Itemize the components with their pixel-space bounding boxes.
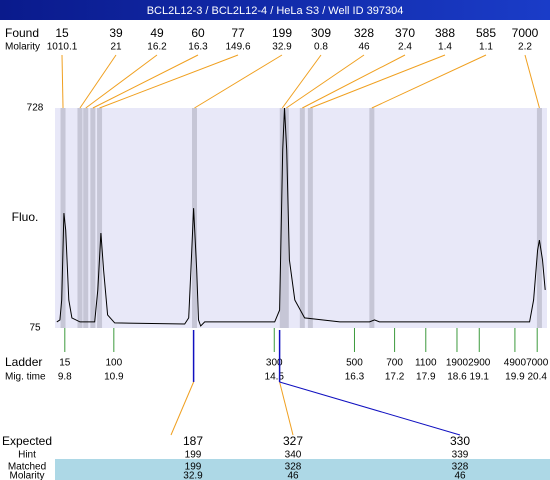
y-tick-label: 75 — [29, 323, 41, 334]
ladder-time: 20.4 — [527, 372, 547, 383]
found-molarity: 32.9 — [272, 42, 292, 53]
expected-connector — [279, 381, 461, 436]
matched-band — [55, 459, 550, 480]
time-label: Mig. time — [5, 372, 46, 383]
found-molarity: 46 — [358, 42, 370, 53]
peak-connector — [310, 54, 446, 109]
found-size: 49 — [150, 26, 164, 40]
found-size: 328 — [354, 26, 374, 40]
found-size: 370 — [395, 26, 415, 40]
row-value: 340 — [285, 450, 302, 461]
peak-band — [60, 108, 66, 328]
peak-connector — [194, 54, 283, 109]
peak-band — [97, 108, 103, 328]
trace — [56, 107, 546, 327]
row-label: Expected — [2, 434, 52, 448]
peak-connector — [85, 54, 158, 109]
peak-band — [283, 108, 289, 328]
found-size: 585 — [476, 26, 496, 40]
y-tick-label: 728 — [27, 103, 44, 114]
row-value: 32.9 — [183, 471, 203, 480]
found-molarity: 149.6 — [225, 42, 250, 53]
ladder-size: 7000 — [526, 358, 549, 369]
found-size: 15 — [55, 26, 69, 40]
molarity-label: Molarity — [5, 42, 40, 53]
found-molarity: 16.2 — [147, 42, 167, 53]
ladder-time: 19.1 — [470, 372, 490, 383]
row-value: 328 — [285, 462, 302, 473]
ladder-label: Ladder — [5, 355, 42, 369]
ladder-size: 4900 — [504, 358, 527, 369]
found-size: 309 — [311, 26, 331, 40]
found-size: 388 — [435, 26, 455, 40]
peak-band — [90, 108, 96, 328]
row-value: 330 — [450, 434, 470, 448]
peak-band — [279, 108, 285, 328]
row-value: 199 — [185, 450, 202, 461]
found-molarity: 0.8 — [314, 42, 328, 53]
ladder-size: 100 — [105, 358, 122, 369]
row-label: Molarity — [9, 471, 44, 480]
title-bar — [0, 0, 550, 20]
found-size: 77 — [231, 26, 245, 40]
ladder-size: 15 — [59, 358, 71, 369]
found-size: 199 — [272, 26, 292, 40]
peak-connector — [79, 54, 117, 109]
ladder-time: 16.3 — [345, 372, 365, 383]
ladder-size: 500 — [346, 358, 363, 369]
row-value: 339 — [452, 450, 469, 461]
found-molarity: 2.4 — [398, 42, 412, 53]
peak-connector — [92, 54, 199, 109]
ladder-size: 2900 — [468, 358, 491, 369]
found-molarity: 1010.1 — [47, 42, 78, 53]
peak-connector — [99, 54, 239, 109]
found-molarity: 21 — [110, 42, 122, 53]
peak-connector — [524, 54, 540, 109]
peak-connector — [286, 54, 365, 109]
ladder-time: 17.2 — [385, 372, 405, 383]
row-value: 46 — [287, 471, 299, 480]
peak-connector — [302, 54, 406, 109]
expected-connector — [170, 381, 195, 436]
found-molarity: 16.3 — [188, 42, 208, 53]
expected-connector — [279, 381, 294, 436]
ladder-size: 1900 — [446, 358, 469, 369]
ladder-time: 14.5 — [265, 372, 285, 383]
peak-band — [536, 108, 542, 328]
row-value: 199 — [185, 462, 202, 473]
ladder-size: 1100 — [415, 358, 437, 369]
found-molarity: 2.2 — [518, 42, 532, 53]
ladder-time: 10.9 — [104, 372, 124, 383]
ladder-time: 18.6 — [447, 372, 467, 383]
ladder-size: 700 — [386, 358, 403, 369]
peak-connector — [371, 54, 487, 109]
peak-band — [369, 108, 375, 328]
row-label: Hint — [18, 450, 36, 461]
row-value: 327 — [283, 434, 303, 448]
ladder-size: 300 — [266, 358, 283, 369]
ladder-time: 9.8 — [58, 372, 72, 383]
found-size: 60 — [191, 26, 205, 40]
found-size: 7000 — [512, 26, 539, 40]
peak-band — [83, 108, 89, 328]
ladder-time: 19.9 — [505, 372, 525, 383]
found-molarity: 1.1 — [479, 42, 493, 53]
row-value: 46 — [454, 471, 466, 480]
ladder-time: 17.9 — [416, 372, 436, 383]
found-size: 39 — [109, 26, 123, 40]
row-value: 328 — [452, 462, 469, 473]
peak-band — [299, 108, 305, 328]
y-axis-label: Fluo. — [12, 210, 39, 224]
peak-band — [307, 108, 313, 328]
peak-band — [77, 108, 83, 328]
found-molarity: 1.4 — [438, 42, 452, 53]
title: BCL2L12-3 / BCL2L12-4 / HeLa S3 / Well I… — [147, 5, 404, 17]
found-label: Found — [5, 26, 39, 40]
row-value: 187 — [183, 434, 203, 448]
peak-connector — [61, 54, 64, 109]
peak-connector — [281, 54, 322, 109]
row-label: Matched — [8, 462, 46, 473]
